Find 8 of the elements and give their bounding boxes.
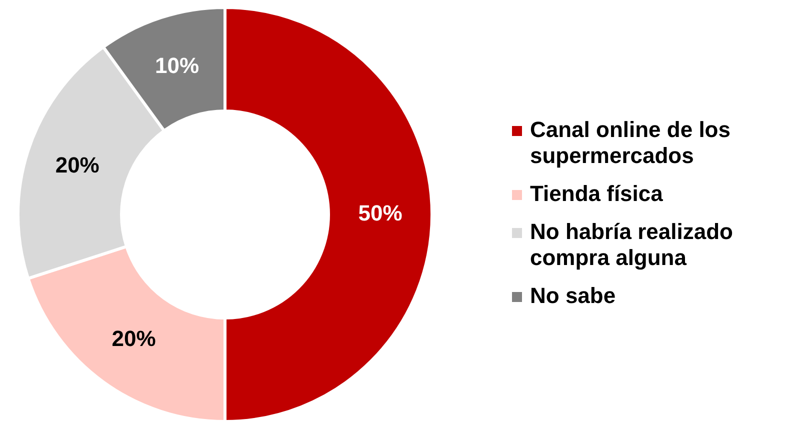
data-label: 10% [155, 52, 200, 78]
data-label: 50% [358, 200, 402, 226]
data-label: 20% [55, 152, 100, 178]
legend-label: No sabe [530, 282, 617, 308]
legend-label: Canal online de los supermercados [530, 116, 732, 168]
legend-label: Tienda física [530, 180, 664, 206]
legend-label: No habría realizado compra alguna [530, 218, 734, 270]
data-label: 20% [112, 326, 156, 352]
